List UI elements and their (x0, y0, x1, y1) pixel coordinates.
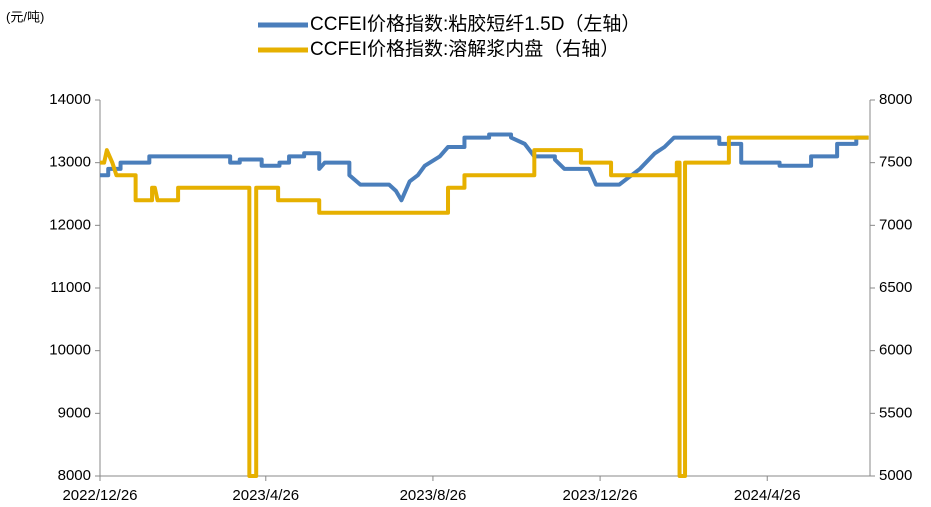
y-tick-label: 9000 (58, 404, 91, 421)
y-tick-label: 13000 (49, 154, 91, 171)
legend-label: CCFEI价格指数:溶解浆内盘（右轴） (310, 38, 619, 60)
x-tick-label: 2023/4/26 (232, 487, 299, 504)
y2-tick-label: 6500 (879, 279, 912, 296)
y-tick-label: 10000 (49, 342, 91, 359)
unit-label: (元/吨) (6, 9, 44, 24)
y2-tick-label: 7500 (879, 154, 912, 171)
y2-tick-label: 7000 (879, 216, 912, 233)
x-tick-label: 2023/12/26 (563, 487, 638, 504)
y2-tick-label: 6000 (879, 342, 912, 359)
y-tick-label: 14000 (49, 91, 91, 108)
y2-tick-label: 8000 (879, 91, 912, 108)
y2-tick-label: 5500 (879, 404, 912, 421)
x-tick-label: 2023/8/26 (400, 487, 467, 504)
legend-label: CCFEI价格指数:粘胶短纤1.5D（左轴） (310, 13, 640, 35)
x-tick-label: 2022/12/26 (62, 487, 137, 504)
y-tick-label: 11000 (50, 279, 91, 296)
y2-tick-label: 5000 (879, 467, 912, 484)
y-tick-label: 8000 (58, 467, 91, 484)
y-tick-label: 12000 (49, 216, 91, 233)
series-line (100, 135, 869, 478)
series-line (100, 132, 869, 203)
x-tick-label: 2024/4/26 (734, 487, 801, 504)
